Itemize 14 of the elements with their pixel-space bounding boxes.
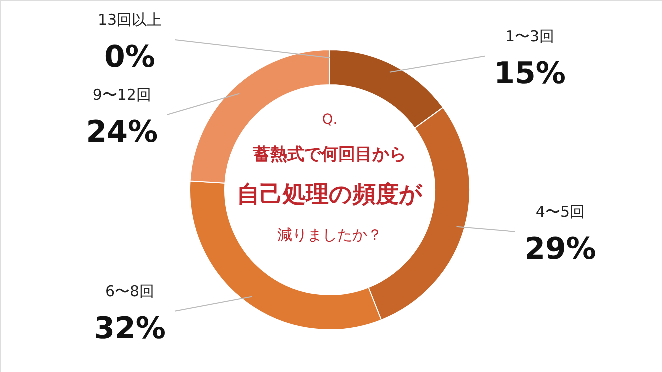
category-label: 13回以上 (98, 11, 162, 29)
data-label: 32% (94, 311, 166, 346)
text: 0% (104, 40, 156, 75)
text: 自己処理の頻度が (237, 181, 423, 208)
data-label: 15% (494, 56, 566, 92)
slice-label: 1〜3回 (505, 27, 555, 46)
data-label: 29% (524, 232, 596, 267)
slice-label: 9〜12回 (92, 86, 152, 104)
text: 蓄熱式で何回目から (252, 145, 406, 165)
data-label: 24% (86, 115, 158, 150)
slice-label: 4〜5回 (536, 202, 586, 221)
text: Q. (322, 112, 338, 128)
slice-label: 6〜8回 (105, 282, 155, 300)
text: 減りましたか？ (278, 226, 382, 244)
